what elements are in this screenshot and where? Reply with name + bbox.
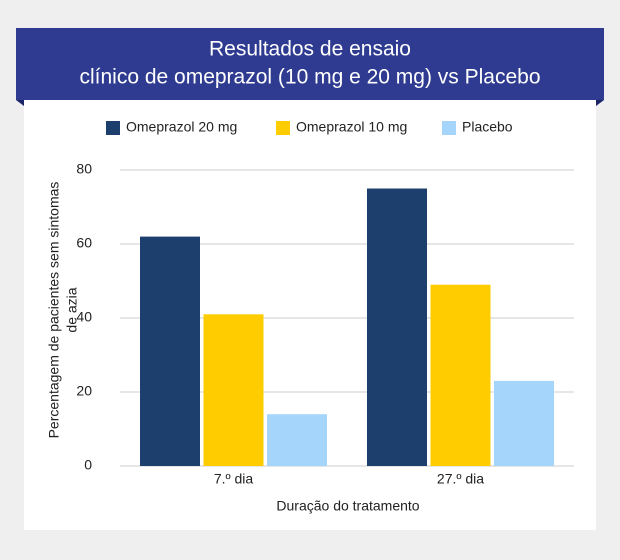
y-tick-label: 20 [76, 383, 92, 399]
banner-fold [596, 100, 604, 106]
legend-swatch [106, 121, 120, 135]
y-axis-label: de azia [64, 287, 80, 332]
title-banner [16, 28, 604, 100]
bar [367, 188, 427, 466]
bar [140, 236, 200, 466]
legend-swatch [276, 121, 290, 135]
y-axis-label: Percentagem de pacientes sem sintomas [46, 182, 62, 439]
legend-label: Omeprazol 20 mg [126, 119, 237, 135]
y-tick-label: 80 [76, 161, 92, 177]
bar [430, 284, 491, 466]
bar [494, 380, 554, 466]
chart-title: Resultados de ensaio [209, 38, 411, 61]
legend-label: Omeprazol 10 mg [296, 119, 407, 135]
banner-fold [16, 100, 24, 106]
legend-label: Placebo [462, 119, 513, 135]
x-tick-label: 27.º dia [437, 471, 484, 487]
bar [267, 414, 327, 466]
chart-title: clínico de omeprazol (10 mg e 20 mg) vs … [79, 66, 540, 89]
x-axis-label: Duração do tratamento [276, 498, 419, 514]
legend-swatch [442, 121, 456, 135]
y-tick-label: 40 [76, 309, 92, 325]
x-tick-label: 7.º dia [214, 471, 254, 487]
y-tick-label: 0 [84, 457, 92, 473]
y-tick-label: 60 [76, 235, 92, 251]
bar [203, 314, 264, 466]
